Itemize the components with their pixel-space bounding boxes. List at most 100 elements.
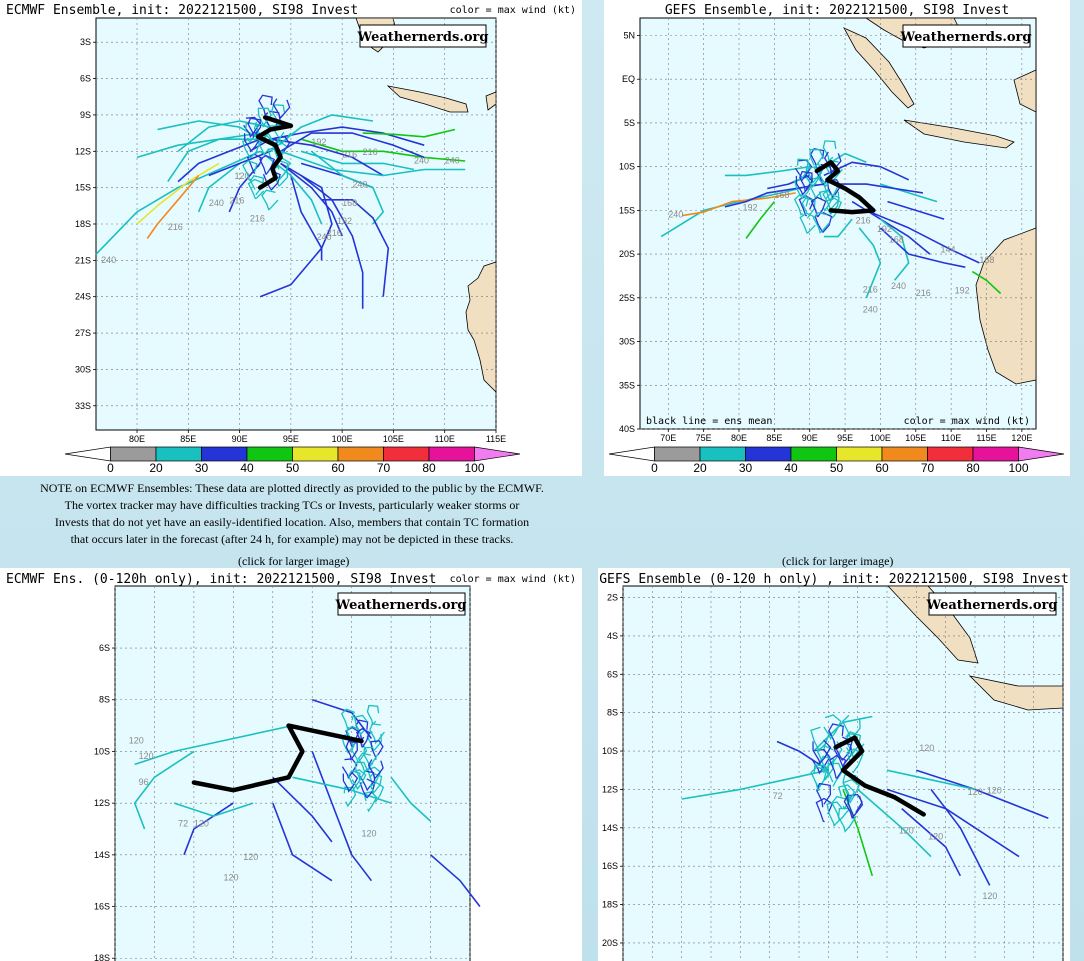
forecast-hour-label: 120 bbox=[928, 831, 943, 841]
ensemble-member-track bbox=[362, 128, 456, 138]
ecmwf-ensemble-panel[interactable]: 192 216 216 240 240 240 168 192 216 240 240 216 216 2… bbox=[0, 0, 582, 476]
ecmwf-note: NOTE on ECMWF Ensembles: These data are … bbox=[0, 480, 584, 548]
x-tick-label: 100E bbox=[870, 433, 891, 443]
forecast-hour-label: 120 bbox=[234, 171, 249, 181]
chart-title: GEFS Ensemble (0-120 h only) , init: 202… bbox=[599, 572, 1069, 587]
colorbar-tick-label: 30 bbox=[195, 461, 209, 475]
ensemble-member-track bbox=[837, 807, 857, 833]
ensemble-member-track bbox=[208, 150, 271, 177]
ensemble-member-track bbox=[254, 123, 271, 145]
watermark: Weathernerds.org bbox=[335, 592, 467, 616]
ensemble-member-track bbox=[357, 752, 374, 774]
ecmwf-120h-panel[interactable]: 120 96 72 120 120 120 120 120 6S 8S 10S 12S 14S 16S 1… bbox=[0, 568, 582, 961]
watermark: Weathernerds.org bbox=[926, 592, 1057, 616]
forecast-hour-label: 120 bbox=[223, 873, 238, 883]
ensemble-mean-track bbox=[833, 735, 926, 817]
grid bbox=[114, 586, 471, 961]
forecast-hour-label: 192 bbox=[337, 216, 352, 226]
ensemble-member-track bbox=[816, 782, 832, 808]
y-tick-label: 8S bbox=[99, 695, 110, 705]
colorbar-tick-label: 30 bbox=[739, 461, 753, 475]
ensemble-member-track bbox=[745, 201, 776, 239]
ensemble-member-track bbox=[343, 786, 357, 808]
y-tick-labels: 2S 4S 6S 8S 10S 12S 14S 16S 18S 20S bbox=[602, 593, 623, 948]
ecmwf-120h-chart: 120 96 72 120 120 120 120 120 6S 8S 10S 12S 14S 16S 1… bbox=[6, 572, 576, 961]
ensemble-member-track bbox=[345, 740, 358, 761]
colorbar-segment bbox=[64, 446, 111, 462]
colorbar-tick-label: 70 bbox=[921, 461, 935, 475]
forecast-hour-label: 216 bbox=[863, 285, 878, 295]
x-tick-label: 85E bbox=[180, 434, 196, 444]
ensemble-member-track bbox=[173, 802, 254, 817]
x-tick-label: 85E bbox=[766, 433, 782, 443]
ensemble-member-track bbox=[280, 132, 425, 159]
ensemble-member-track bbox=[823, 218, 853, 238]
ensemble-member-track bbox=[681, 769, 829, 800]
gefs-120h-panel[interactable]: 120 120 120 72 120 120 120 2S 4S 6S 8S 10S 12S 14S 16… bbox=[598, 568, 1070, 961]
ensemble-member-track bbox=[146, 174, 200, 239]
ensemble-member-track bbox=[886, 769, 976, 791]
x-tick-label: 105E bbox=[383, 434, 404, 444]
mean-track-line bbox=[833, 735, 926, 817]
y-tick-labels: 3S 6S 9S 12S 15S 18S 21S 24S 27S 30S 33S bbox=[75, 37, 96, 411]
ensemble-member-track bbox=[272, 98, 291, 120]
forecast-hour-label: 240 bbox=[863, 305, 878, 315]
colorbar-tick-label: 80 bbox=[966, 461, 980, 475]
colorbar-tick-label: 60 bbox=[875, 461, 889, 475]
ensemble-member-track bbox=[353, 714, 368, 736]
ensemble-member-track bbox=[805, 162, 824, 185]
colorbar-segment bbox=[337, 446, 384, 462]
gefs-ensemble-panel[interactable]: 240 192 168 144 168 192 216 240 216 240 216 192 168 … bbox=[604, 0, 1070, 476]
note-line: Invests that do not yet have an easily-i… bbox=[54, 515, 530, 529]
forecast-hour-label: 216 bbox=[229, 195, 244, 205]
chart-title: ECMWF Ens. (0-120h only), init: 20221215… bbox=[6, 572, 436, 587]
ensemble-member-track bbox=[249, 138, 384, 177]
ensemble-member-track bbox=[342, 771, 359, 793]
ensemble-member-track bbox=[257, 107, 272, 128]
y-tick-label: 30S bbox=[619, 337, 635, 347]
chart-subtitle: color = max wind (kt) bbox=[450, 574, 576, 585]
ensemble-member-track bbox=[814, 211, 833, 233]
ensemble-member-track bbox=[793, 177, 812, 200]
forecast-hour-label: 240 bbox=[891, 281, 906, 291]
chart-title: GEFS Ensemble, init: 2022121500, SI98 In… bbox=[665, 3, 1009, 18]
ensemble-member-track bbox=[321, 199, 390, 297]
forecast-hour-label: 168 bbox=[774, 190, 789, 200]
click-larger-right[interactable]: (click for larger image) bbox=[782, 554, 894, 568]
y-tick-label: 4S bbox=[607, 631, 618, 641]
colorbar-tick-label: 20 bbox=[149, 461, 163, 475]
x-tick-label: 90E bbox=[802, 433, 818, 443]
ensemble-member-track bbox=[811, 748, 831, 775]
ensemble-member-track bbox=[799, 212, 816, 234]
forecast-hour-label: 216 bbox=[342, 149, 357, 159]
ensemble-member-track bbox=[390, 776, 432, 822]
ensemble-member-track bbox=[134, 724, 293, 766]
ensemble-member-track bbox=[825, 193, 840, 215]
colorbar-tick-label: 50 bbox=[830, 461, 844, 475]
ensemble-member-track bbox=[341, 758, 358, 780]
forecast-hour-label: 120 bbox=[919, 743, 934, 753]
ensemble-member-track bbox=[247, 178, 265, 200]
forecast-hour-label: 168 bbox=[979, 255, 994, 265]
grid bbox=[622, 586, 1064, 961]
ensemble-member-track bbox=[242, 160, 258, 182]
colorbar-segment bbox=[654, 446, 701, 462]
ensemble-member-track bbox=[822, 140, 837, 162]
colorbar-tick-label: 100 bbox=[464, 461, 484, 475]
forecast-hour-label: 240 bbox=[352, 180, 367, 190]
y-tick-label: 21S bbox=[75, 255, 91, 265]
click-larger-left[interactable]: (click for larger image) bbox=[238, 554, 350, 568]
hour-labels: 120 96 72 120 120 120 120 120 bbox=[129, 736, 377, 883]
ensemble-member-track bbox=[310, 150, 384, 225]
ensemble-member-track bbox=[280, 162, 333, 261]
ensemble-member-track bbox=[682, 192, 796, 217]
y-tick-label: 14S bbox=[94, 850, 110, 860]
y-tick-labels: 5N EQ 5S 10S 15S 20S 25S 30S 35S 40S bbox=[619, 30, 640, 434]
svg-text:Weathernerds.org: Weathernerds.org bbox=[335, 598, 467, 613]
forecast-hour-label: 144 bbox=[941, 244, 956, 254]
ensemble-member-track bbox=[827, 762, 843, 787]
colorbar-segment bbox=[428, 446, 475, 462]
wind-colorbar: 0 20 30 40 50 60 70 80 100 bbox=[608, 446, 1065, 475]
forecast-hour-label: 240 bbox=[209, 198, 224, 208]
colorbar-segment bbox=[155, 446, 202, 462]
